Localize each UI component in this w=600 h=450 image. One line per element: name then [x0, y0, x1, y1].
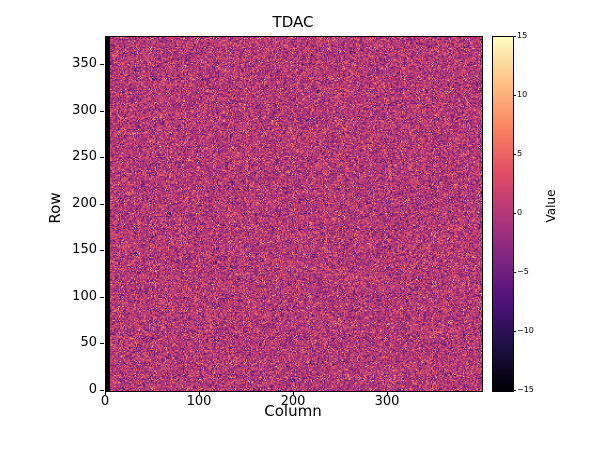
- y-tick-mark: [100, 390, 104, 391]
- y-tick-label: 0: [88, 382, 97, 397]
- x-tick-label: 100: [186, 394, 212, 409]
- colorbar-tick-label: 15: [517, 31, 528, 40]
- plot-area: [105, 36, 483, 392]
- colorbar-tick-mark: [513, 390, 516, 391]
- y-tick-label: 50: [80, 335, 97, 351]
- y-tick-mark: [100, 203, 104, 205]
- colorbar-tick-mark: [513, 213, 516, 214]
- y-tick-mark: [100, 296, 104, 298]
- colorbar-tick-label: −5: [517, 267, 529, 276]
- colorbar-tick-label: −15: [517, 385, 534, 394]
- y-tick-label: 300: [72, 102, 97, 118]
- colorbar-tick-label: 5: [517, 149, 523, 158]
- colorbar-tick-label: 10: [517, 90, 528, 99]
- y-tick-mark: [100, 110, 104, 112]
- y-tick-label: 150: [72, 242, 97, 258]
- x-tick-label: 300: [374, 394, 400, 409]
- colorbar: [492, 36, 514, 392]
- y-tick-label: 100: [72, 288, 97, 304]
- y-tick-mark: [100, 157, 104, 159]
- colorbar-tick-mark: [513, 36, 516, 37]
- y-tick-mark: [100, 250, 104, 252]
- x-axis-label: Column: [264, 402, 322, 420]
- colorbar-tick-mark: [513, 272, 516, 273]
- y-tick-mark: [100, 63, 104, 65]
- x-tick-label: 0: [100, 394, 110, 409]
- y-tick-label: 250: [72, 149, 97, 165]
- y-tick-mark: [100, 343, 104, 345]
- heatmap-canvas: [106, 37, 482, 391]
- colorbar-tick-mark: [513, 154, 516, 155]
- colorbar-label: Value: [544, 189, 558, 223]
- x-tick-mark: [105, 391, 106, 395]
- x-tick-mark: [293, 391, 294, 395]
- x-tick-mark: [199, 391, 200, 395]
- colorbar-canvas: [493, 37, 513, 391]
- colorbar-tick-label: 0: [517, 208, 523, 217]
- y-tick-label: 350: [72, 55, 97, 71]
- colorbar-tick-mark: [513, 95, 516, 96]
- colorbar-tick-label: −10: [517, 326, 534, 335]
- x-tick-label: 200: [280, 394, 306, 409]
- chart-title: TDAC: [272, 13, 314, 31]
- colorbar-tick-mark: [513, 331, 516, 332]
- x-tick-mark: [387, 391, 388, 395]
- y-tick-label: 200: [72, 195, 97, 211]
